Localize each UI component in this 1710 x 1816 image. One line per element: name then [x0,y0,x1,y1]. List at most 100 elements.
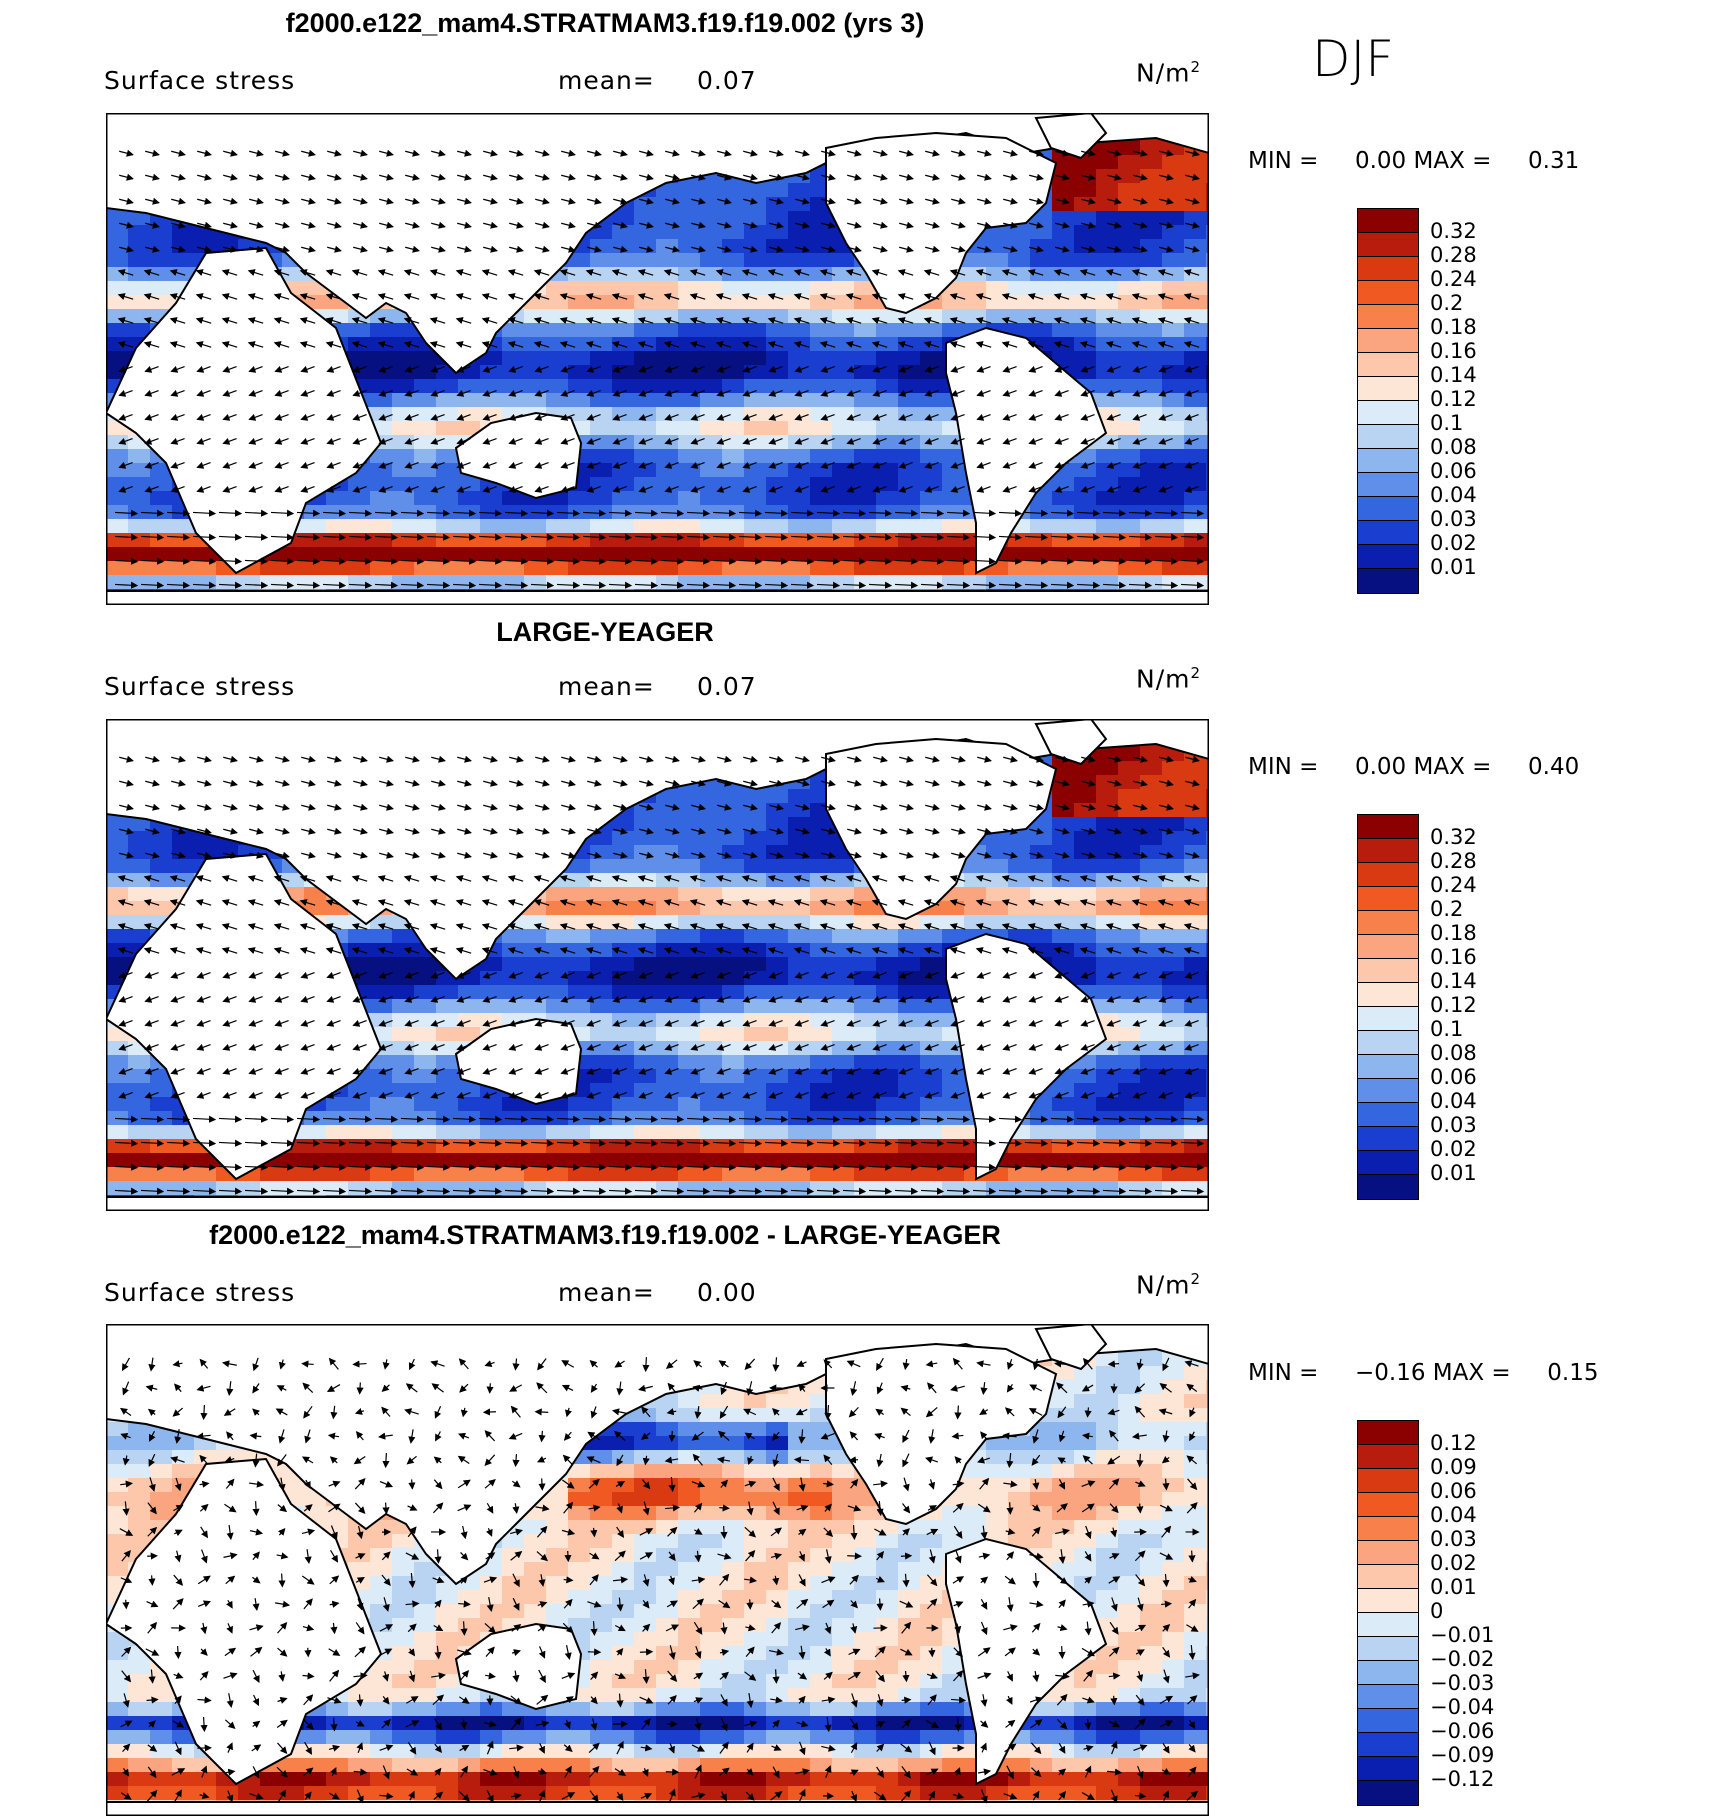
colorbar-swatch [1358,1079,1418,1103]
map-canvas [106,719,1209,1211]
colorbar-tick-label: 0.08 [1430,435,1477,459]
colorbar-tick-label: 0.1 [1430,411,1463,435]
colorbar-swatch [1358,257,1418,281]
map-canvas [106,113,1209,605]
colorbar-tick-label: −0.02 [1430,1647,1494,1671]
colorbar-swatch [1358,1685,1418,1709]
min-max-readout: MIN = −0.16 MAX = 0.15 [1248,1360,1598,1386]
colorbar-tick-label: 0.03 [1430,507,1477,531]
colorbar-tick-label: −0.09 [1430,1743,1494,1767]
colorbar-tick-label: 0.18 [1430,921,1477,945]
mean-label: mean= [558,1278,655,1307]
max-label: MAX = [1433,1360,1511,1386]
variable-label: Surface stress [104,672,295,701]
colorbar-swatch [1358,1445,1418,1469]
colorbar-tick-label: 0.16 [1430,945,1477,969]
colorbar-tick-label: 0.03 [1430,1527,1477,1551]
max-value: 0.40 [1528,754,1579,780]
colorbar-tick-label: 0 [1430,1599,1443,1623]
colorbar-swatch [1358,545,1418,569]
colorbar-tick-label: 0.02 [1430,1551,1477,1575]
colorbar-tick-label: 0.08 [1430,1041,1477,1065]
colorbar-tick-label: 0.04 [1430,483,1477,507]
colorbar-tick-label: 0.06 [1430,459,1477,483]
min-label: MIN = [1248,148,1318,174]
units-label: N/m2 [1136,58,1201,87]
mean-value: 0.07 [697,672,757,701]
colorbar-swatch [1358,1175,1418,1199]
min-value: −0.16 [1355,1360,1425,1386]
colorbar-swatch [1358,1055,1418,1079]
colorbar-swatch [1358,521,1418,545]
colorbar-swatch [1358,1493,1418,1517]
variable-label: Surface stress [104,66,295,95]
units-superscript: 2 [1190,664,1201,682]
map-canvas [106,1324,1209,1816]
max-label: MAX = [1414,148,1492,174]
panel-title: LARGE-YEAGER [0,617,1210,648]
units-superscript: 2 [1190,58,1201,76]
colorbar [1357,208,1419,594]
colorbar-swatch [1358,329,1418,353]
colorbar-swatch [1358,1541,1418,1565]
min-max-readout: MIN = 0.00 MAX = 0.40 [1248,754,1579,780]
colorbar-tick-label: 0.2 [1430,291,1463,315]
colorbar-tick-label: 0.04 [1430,1089,1477,1113]
colorbar-swatch [1358,815,1418,839]
colorbar-tick-label: 0.32 [1430,219,1477,243]
min-label: MIN = [1248,754,1318,780]
colorbar-swatch [1358,1127,1418,1151]
units-text: N/m [1136,664,1190,693]
map-plot [106,719,1209,1211]
colorbar-tick-label: 0.03 [1430,1113,1477,1137]
colorbar-swatch [1358,959,1418,983]
colorbar [1357,814,1419,1200]
colorbar-tick-label: 0.04 [1430,1503,1477,1527]
colorbar-tick-label: 0.2 [1430,897,1463,921]
colorbar-swatch [1358,449,1418,473]
colorbar-tick-label: 0.24 [1430,267,1477,291]
colorbar-swatch [1358,1589,1418,1613]
units-label: N/m2 [1136,1270,1201,1299]
colorbar-tick-label: 0.01 [1430,1161,1477,1185]
colorbar-tick-label: −0.01 [1430,1623,1494,1647]
colorbar-tick-label: −0.12 [1430,1767,1494,1791]
colorbar-swatch [1358,233,1418,257]
units-text: N/m [1136,1270,1190,1299]
colorbar [1357,1420,1419,1806]
colorbar-tick-label: 0.32 [1430,825,1477,849]
min-value: 0.00 [1355,754,1406,780]
colorbar-swatch [1358,377,1418,401]
colorbar-swatch [1358,1637,1418,1661]
units-text: N/m [1136,58,1190,87]
colorbar-swatch [1358,1661,1418,1685]
colorbar-swatch [1358,1781,1418,1805]
colorbar-swatch [1358,1613,1418,1637]
colorbar-tick-label: 0.28 [1430,243,1477,267]
min-max-readout: MIN = 0.00 MAX = 0.31 [1248,148,1579,174]
colorbar-tick-label: 0.1 [1430,1017,1463,1041]
colorbar-tick-label: −0.03 [1430,1671,1494,1695]
colorbar-swatch [1358,839,1418,863]
min-value: 0.00 [1355,148,1406,174]
panel-title: f2000.e122_mam4.STRATMAM3.f19.f19.002 (y… [0,8,1210,39]
colorbar-tick-label: 0.12 [1430,993,1477,1017]
colorbar-tick-label: −0.04 [1430,1695,1494,1719]
panel-title: f2000.e122_mam4.STRATMAM3.f19.f19.002 - … [0,1220,1210,1251]
colorbar-tick-label: 0.06 [1430,1065,1477,1089]
max-value: 0.15 [1547,1360,1598,1386]
colorbar-swatch [1358,401,1418,425]
colorbar-swatch [1358,1517,1418,1541]
variable-label: Surface stress [104,1278,295,1307]
colorbar-tick-label: 0.01 [1430,1575,1477,1599]
colorbar-swatch [1358,209,1418,233]
colorbar-swatch [1358,281,1418,305]
colorbar-swatch [1358,1565,1418,1589]
colorbar-swatch [1358,1469,1418,1493]
colorbar-tick-label: 0.12 [1430,387,1477,411]
colorbar-tick-label: 0.09 [1430,1455,1477,1479]
colorbar-swatch [1358,1007,1418,1031]
colorbar-tick-label: 0.14 [1430,363,1477,387]
colorbar-swatch [1358,1031,1418,1055]
colorbar-swatch [1358,425,1418,449]
